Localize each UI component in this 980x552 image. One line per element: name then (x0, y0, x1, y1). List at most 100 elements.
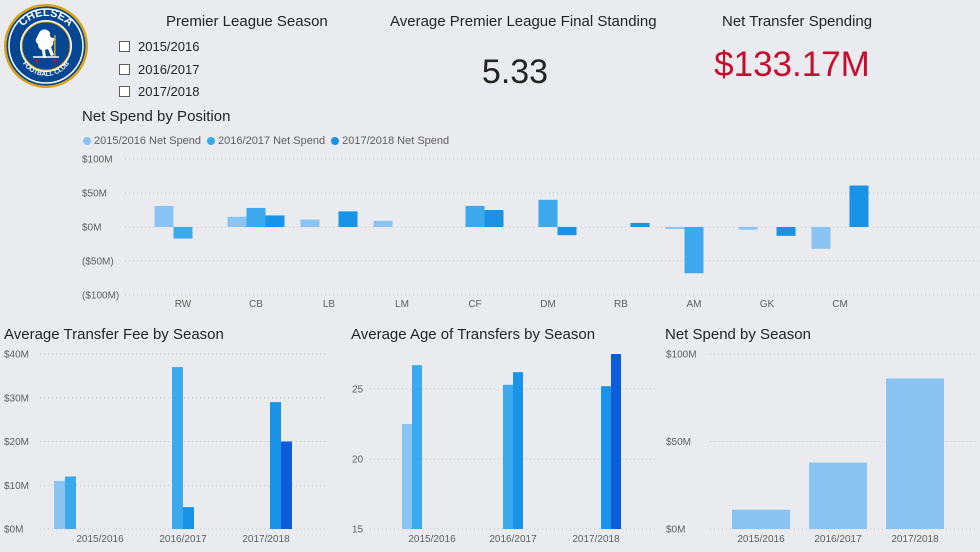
checkbox[interactable] (119, 63, 130, 75)
bar-dm-1 (538, 199, 558, 227)
average-transfer-fee-chart: $0M $10M $20M $30M $40M 2015/2016 2016/2017 201… (4, 350, 328, 545)
bar-lm-0 (373, 220, 393, 227)
bar-cb-0 (227, 216, 247, 227)
x-tick-label: 2017/2018 (891, 534, 939, 545)
y-tick-label: $50M (82, 189, 107, 200)
bar-0 (732, 509, 790, 529)
bar-rb-2 (630, 222, 650, 227)
bar-cb-1 (246, 207, 266, 227)
legend-item[interactable]: 2015/2016 Net Spend (83, 135, 201, 147)
x-tick-label: RW (175, 299, 192, 310)
legend-dot (83, 137, 91, 145)
bar-1-1 (513, 372, 523, 529)
bar-2-1 (281, 441, 292, 529)
y-tick-label: $10M (4, 481, 29, 492)
y-tick-label: 20 (352, 455, 364, 466)
fee-chart-title: Average Transfer Fee by Season (4, 326, 224, 343)
bar-am-1 (684, 227, 704, 274)
slicer-option-label: 2015/2016 (138, 38, 200, 54)
slicer-option-label: 2016/2017 (138, 61, 200, 77)
bar-cm-2 (849, 185, 869, 227)
slicer-title: Premier League Season (166, 13, 328, 30)
kpi-spend-title: Net Transfer Spending (722, 13, 873, 30)
kpi-standing-value: 5.33 (481, 53, 549, 91)
x-tick-label: LB (323, 299, 336, 310)
x-tick-label: LM (395, 299, 409, 310)
kpi-spend-value: $133.17M (714, 45, 870, 84)
x-tick-label: 2015/2016 (408, 534, 456, 545)
bar-lb-2 (338, 211, 358, 227)
legend-item[interactable]: 2016/2017 Net Spend (207, 135, 325, 147)
bar-1 (809, 462, 867, 529)
bar-0-1 (65, 476, 76, 529)
average-age-chart: 15 20 25 2015/2016 2016/2017 2017/2018 (352, 354, 658, 545)
x-tick-label: 2015/2016 (737, 534, 785, 545)
y-tick-label: $100M (82, 155, 113, 166)
x-tick-label: 2017/2018 (242, 534, 290, 545)
legend-item[interactable]: 2017/2018 Net Spend (331, 135, 449, 147)
checkbox[interactable] (119, 85, 130, 97)
y-tick-label: $50M (666, 437, 691, 448)
x-tick-label: CM (832, 299, 848, 310)
y-tick-label: $20M (4, 437, 29, 448)
x-tick-label: CF (468, 299, 481, 310)
bar-0-0 (54, 480, 65, 529)
bar-0-0 (402, 424, 412, 529)
x-tick-label: CB (249, 299, 263, 310)
legend-label: 2015/2016 Net Spend (94, 135, 202, 147)
y-tick-label: 15 (352, 525, 364, 536)
net-spend-by-season-chart: $0M $50M $100M 2015/2016 2016/2017 2017/2018 (666, 350, 978, 545)
x-tick-label: DM (540, 299, 556, 310)
x-tick-label: 2017/2018 (572, 534, 620, 545)
chelsea-crest-logo: CHELSEA FOOTBALL CLUB (4, 4, 88, 88)
age-chart-title: Average Age of Transfers by Season (351, 326, 596, 343)
legend-dot (207, 137, 216, 145)
checkbox[interactable] (119, 40, 130, 52)
bar-gk-2 (776, 227, 796, 236)
slicer-option-2016-2017[interactable]: 2016/2017 (119, 60, 199, 78)
net-spend-by-position-chart: $100M $50M $0M ($50M) ($100M) RW CB LB LM CF DM RB A… (82, 155, 978, 310)
bar-am-0 (665, 227, 685, 230)
bar-0-1 (412, 365, 422, 529)
season-chart-title: Net Spend by Season (665, 326, 811, 343)
bar-dm-2 (557, 227, 577, 236)
bar-1-1 (183, 507, 194, 529)
y-tick-label: ($50M) (82, 257, 114, 268)
y-tick-label: $100M (666, 350, 697, 361)
bar-2-1 (611, 354, 621, 529)
x-tick-label: AM (687, 299, 702, 310)
y-tick-label: 25 (352, 385, 364, 396)
y-tick-label: $0M (666, 525, 685, 536)
legend-label: 2016/2017 Net Spend (218, 135, 326, 147)
position-chart-legend: 2015/2016 Net Spend 2016/2017 Net Spend … (83, 135, 455, 147)
bar-lb-0 (300, 219, 320, 227)
y-tick-label: $30M (4, 393, 29, 404)
bar-2 (886, 378, 944, 529)
slicer-option-label: 2017/2018 (138, 83, 200, 99)
bar-2-0 (270, 402, 281, 529)
y-tick-label: $40M (4, 350, 29, 361)
y-tick-label: $0M (82, 223, 101, 234)
legend-label: 2017/2018 Net Spend (342, 135, 450, 147)
x-tick-label: RB (614, 299, 628, 310)
bar-cm-0 (811, 227, 831, 249)
bar-1-0 (503, 384, 513, 529)
x-tick-label: 2016/2017 (489, 534, 537, 545)
bar-cf-2 (484, 210, 504, 227)
y-tick-label: ($100M) (82, 291, 119, 302)
bar-cf-1 (465, 205, 485, 227)
x-tick-label: 2016/2017 (814, 534, 862, 545)
slicer-option-2017-2018[interactable]: 2017/2018 (119, 82, 199, 100)
legend-dot (331, 137, 340, 145)
x-tick-label: GK (760, 299, 775, 310)
bar-cb-2 (265, 215, 285, 227)
bar-2-0 (601, 386, 611, 529)
y-tick-label: $0M (4, 525, 23, 536)
kpi-standing-title: Average Premier League Final Standing (390, 13, 657, 30)
bar-rw-1 (173, 227, 193, 239)
x-tick-label: 2015/2016 (76, 534, 124, 545)
slicer-option-2015-2016[interactable]: 2015/2016 (119, 37, 199, 55)
x-tick-label: 2016/2017 (159, 534, 207, 545)
position-chart-title: Net Spend by Position (82, 108, 231, 125)
bar-1-0 (172, 367, 183, 529)
